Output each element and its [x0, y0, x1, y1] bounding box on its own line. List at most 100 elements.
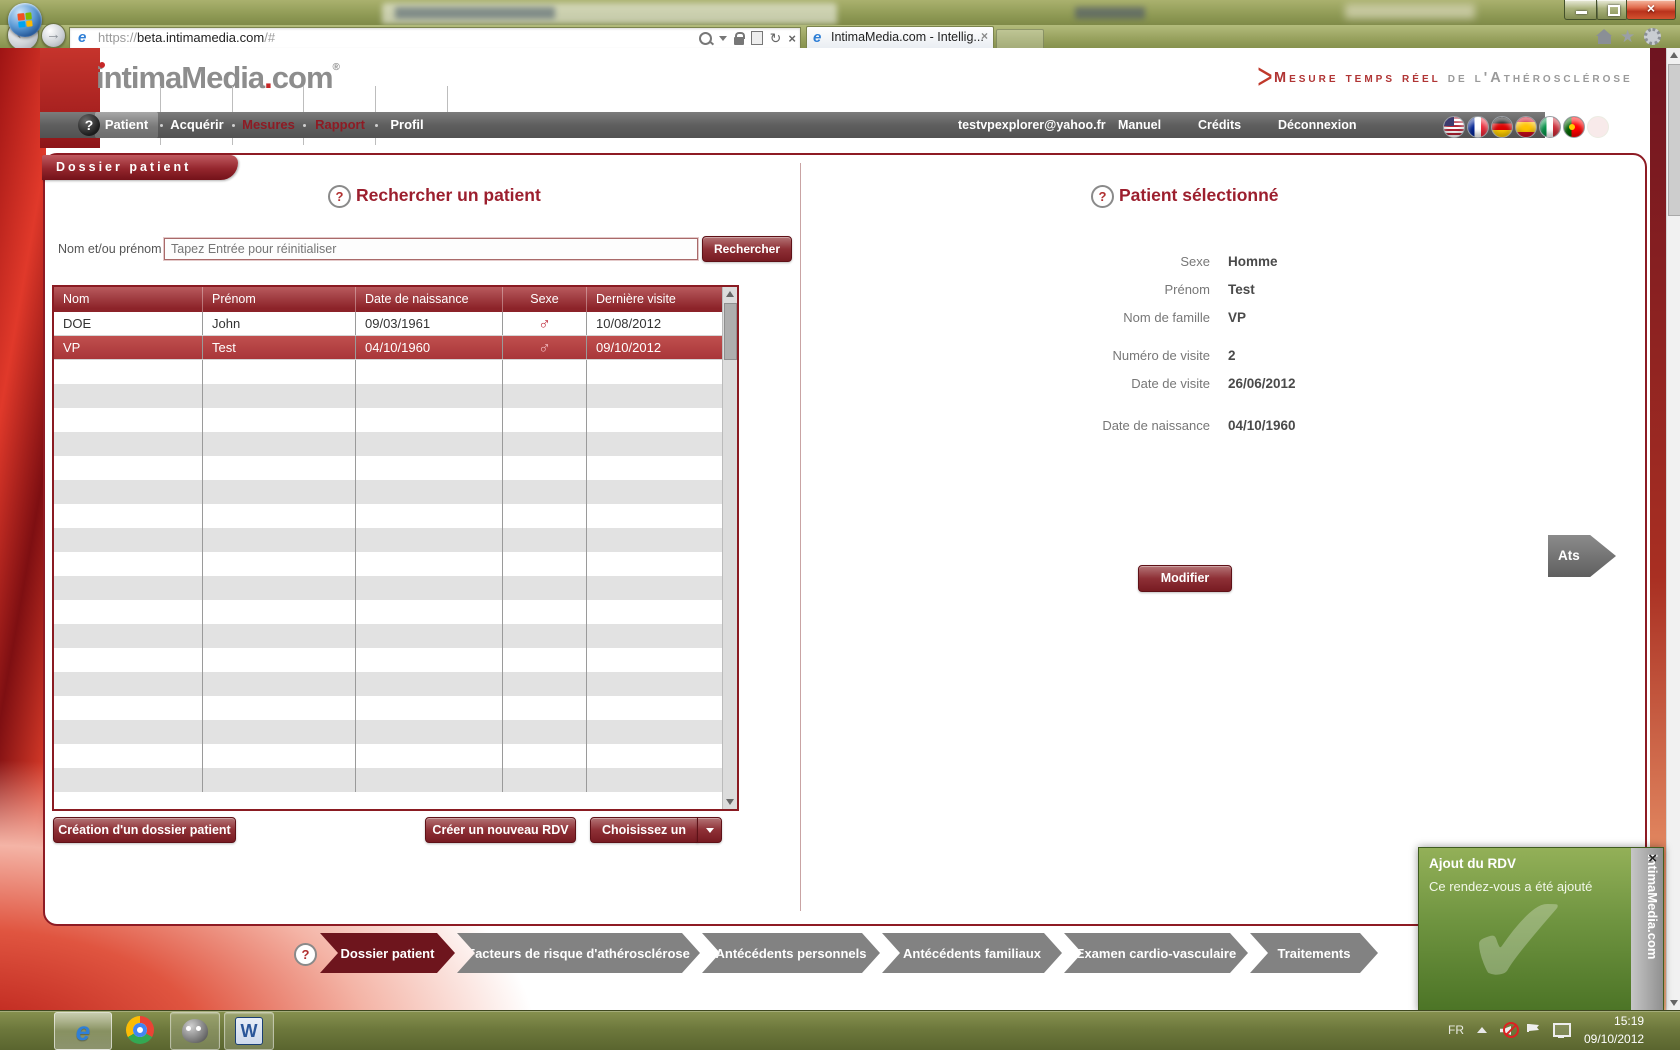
table-header: Nom Prénom Date de naissance Sexe Derniè… — [54, 287, 737, 312]
refresh-icon[interactable]: ↻ — [769, 30, 782, 46]
patient-search-input[interactable] — [164, 238, 698, 260]
scroll-thumb — [724, 303, 737, 360]
col-sexe[interactable]: Sexe — [502, 287, 586, 312]
col-prenom[interactable]: Prénom — [202, 287, 355, 312]
crumb-antecedents-familiaux[interactable]: Antécédents familiaux — [882, 933, 1062, 973]
taskbar-ie-button[interactable]: e — [54, 1012, 112, 1050]
notification-side-strip — [1631, 848, 1663, 1010]
nav-item-patient[interactable]: Patient — [95, 112, 158, 138]
nav-item-manuel[interactable]: Manuel — [1118, 118, 1162, 132]
crumb-dossier-patient[interactable]: Dossier patient — [320, 933, 455, 973]
selected-section-title: Patient sélectionné — [1119, 185, 1279, 205]
address-dropdown-icon[interactable] — [718, 35, 727, 41]
dossier-patient-tab[interactable]: Dossier patient — [42, 155, 238, 180]
stop-icon[interactable]: × — [788, 30, 796, 46]
modify-button[interactable]: Modifier — [1138, 565, 1232, 592]
site-logo: intimaMedia.com® — [96, 60, 340, 95]
chrome-icon — [126, 1016, 154, 1044]
scroll-up-icon — [726, 291, 734, 297]
home-icon[interactable] — [1596, 28, 1612, 44]
start-button[interactable] — [8, 3, 42, 37]
address-bar[interactable]: e https://beta.intimamedia.com/# ↻ × — [69, 27, 801, 49]
help-icon[interactable]: ? — [78, 114, 100, 136]
table-row-selected[interactable]: VP Test 04/10/1960 ♂ 09/10/2012 — [54, 336, 737, 360]
search-button[interactable]: Rechercher — [702, 236, 792, 262]
create-patient-button[interactable]: Création d'un dossier patient — [53, 817, 236, 843]
tab-favicon: e — [813, 29, 822, 46]
background-menu — [1345, 4, 1475, 19]
check-icon: ✔ — [1464, 868, 1573, 1010]
table-row[interactable]: DOE John 09/03/1961 ♂ 10/08/2012 — [54, 312, 737, 336]
tab-title: IntimaMedia.com - Intellig... — [831, 30, 984, 44]
new-tab-stub[interactable] — [996, 29, 1044, 49]
background-window-title — [1075, 7, 1145, 19]
nav-item-deconnexion[interactable]: Déconnexion — [1278, 118, 1357, 132]
favorites-star-icon[interactable]: ★ — [1620, 27, 1636, 46]
table-scrollbar[interactable] — [722, 287, 737, 809]
taskbar-word-button[interactable]: W — [224, 1012, 274, 1050]
crumb-facteurs-risque[interactable]: Facteurs de risque d'athérosclérose — [457, 933, 700, 973]
browser-scrollbar[interactable] — [1666, 48, 1680, 1010]
forward-button[interactable]: → — [41, 23, 66, 48]
flag-fr-icon[interactable] — [1467, 116, 1489, 138]
create-rdv-button[interactable]: Créer un nouveau RDV — [425, 817, 576, 843]
notification-title: Ajout du RDV — [1429, 856, 1516, 871]
volume-muted-icon[interactable] — [1500, 1022, 1519, 1038]
search-section-title: Rechercher un patient — [356, 185, 541, 205]
male-icon: ♂ — [502, 312, 586, 335]
nav-item-mesures[interactable]: Mesures — [242, 117, 295, 132]
close-button[interactable]: × — [1626, 0, 1676, 20]
choose-rdv-dropdown[interactable] — [697, 817, 722, 843]
taskbar-gimp-button[interactable] — [170, 1012, 220, 1050]
notification-close-icon[interactable]: × — [1648, 850, 1657, 867]
crumb-traitements[interactable]: Traitements — [1250, 933, 1378, 973]
patient-table: Nom Prénom Date de naissance Sexe Derniè… — [52, 285, 739, 811]
compatibility-view-icon[interactable] — [750, 31, 763, 45]
decorative-right-strip — [1650, 48, 1666, 1010]
url-text: https://beta.intimamedia.com/# — [98, 30, 276, 45]
tools-gear-icon[interactable] — [1644, 28, 1662, 45]
network-icon[interactable] — [1553, 1023, 1571, 1038]
tray-time: 15:19 — [1614, 1014, 1645, 1028]
clock[interactable]: 15:19 09/10/2012 — [1584, 1012, 1644, 1048]
nav-item-acquerir[interactable]: Acquérir — [170, 117, 224, 132]
chevron-icon: > — [1257, 57, 1273, 98]
flag-de-icon[interactable] — [1491, 116, 1513, 138]
col-nom[interactable]: Nom — [63, 292, 90, 306]
help-icon[interactable]: ? — [328, 185, 351, 208]
nav-item-credits[interactable]: Crédits — [1198, 118, 1242, 132]
help-icon[interactable]: ? — [294, 943, 317, 966]
flag-pt-icon[interactable] — [1563, 116, 1585, 138]
nav-item-profil[interactable]: Profil — [390, 117, 424, 132]
windows-flag-icon — [17, 12, 33, 28]
tray-date: 09/10/2012 — [1584, 1032, 1645, 1046]
action-center-flag-icon[interactable] — [1527, 1024, 1540, 1032]
nav-item-rapport[interactable]: Rapport — [315, 117, 365, 132]
main-navbar — [40, 112, 1545, 138]
taskbar-chrome-button[interactable] — [116, 1012, 164, 1048]
taskbar — [0, 1010, 1680, 1050]
gimp-icon — [182, 1019, 208, 1043]
crumb-examen-cardio[interactable]: Examen cardio-vasculaire — [1064, 933, 1248, 973]
search-icon[interactable] — [698, 31, 712, 45]
minimize-button[interactable] — [1564, 0, 1598, 20]
rdv-notification: ✔ Ajout du RDV Ce rendez-vous a été ajou… — [1418, 847, 1664, 1010]
hidden-icons-chevron[interactable] — [1477, 1027, 1487, 1033]
lock-icon — [733, 31, 745, 45]
language-flags — [1443, 116, 1609, 138]
flag-us-icon[interactable] — [1443, 116, 1465, 138]
restore-button[interactable] — [1596, 0, 1628, 20]
choose-rdv-button[interactable]: Choisissez un RDV — [590, 817, 698, 861]
flag-it-icon[interactable] — [1539, 116, 1561, 138]
help-icon[interactable]: ? — [1091, 185, 1114, 208]
browser-tab[interactable]: e IntimaMedia.com - Intellig... × — [806, 26, 994, 49]
col-derniere-visite[interactable]: Dernière visite — [586, 287, 726, 312]
system-tray: FR 15:19 09/10/2012 — [1448, 1010, 1644, 1050]
flag-es-icon[interactable] — [1515, 116, 1537, 138]
crumb-antecedents-personnels[interactable]: Antécédents personnels — [702, 933, 880, 973]
col-naissance[interactable]: Date de naissance — [355, 287, 502, 312]
tray-language[interactable]: FR — [1448, 1023, 1464, 1037]
tab-close-icon[interactable]: × — [980, 29, 988, 43]
scroll-down-icon — [1670, 1000, 1678, 1006]
